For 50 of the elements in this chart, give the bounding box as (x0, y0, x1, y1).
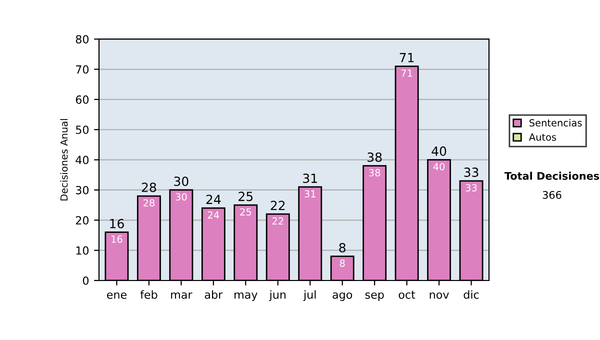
data-label: 25 (240, 208, 251, 216)
text: 366 (542, 190, 562, 199)
data-label: 33 (466, 184, 477, 192)
y-tick-label: 40 (76, 156, 89, 164)
data-label: 30 (176, 193, 187, 201)
y-tick-label: 50 (76, 126, 89, 134)
data-label: 71 (401, 70, 412, 77)
data-label: 28 (143, 199, 154, 207)
y-tick-label: 80 (76, 35, 89, 44)
total-label: 30 (174, 176, 188, 186)
total-label: 31 (303, 174, 317, 184)
x-tick-label: feb (140, 290, 158, 299)
total-label: 40 (432, 146, 446, 156)
y-axis-title: Decisiones Anual (60, 119, 68, 200)
x-tick-label: ene (106, 292, 126, 299)
x-tick-label: jun (269, 290, 286, 301)
x-tick-label: may (234, 292, 258, 301)
y-tick-label: 70 (76, 65, 89, 74)
data-label: 38 (369, 169, 380, 176)
x-tick-label: ago (332, 292, 352, 301)
total-label: 24 (206, 194, 221, 204)
legend-label: Sentencias (530, 118, 582, 127)
y-tick-label: 0 (82, 276, 89, 285)
data-label: 22 (272, 217, 284, 225)
x-tick-label: nov (430, 292, 449, 299)
total-label: 16 (110, 218, 124, 228)
y-tick-label: 60 (76, 95, 89, 104)
text: Total Decisiones (504, 172, 600, 180)
total-label: 25 (238, 192, 253, 202)
y-tick-label: 30 (76, 186, 89, 194)
legend-label: Autos (528, 134, 556, 141)
x-tick-label: oct (398, 290, 416, 299)
x-tick-label: abr (204, 290, 223, 299)
total-label: 38 (368, 152, 382, 162)
data-label: 8 (340, 260, 345, 267)
total-label: 33 (464, 168, 478, 177)
total-label: 8 (339, 242, 346, 252)
total-label: 22 (270, 200, 285, 210)
y-tick-label: 20 (76, 216, 89, 225)
total-label: 28 (142, 182, 156, 192)
data-label: 24 (208, 211, 220, 218)
x-tick-label: dic (464, 290, 479, 299)
y-tick-label: 10 (76, 246, 89, 255)
data-label: 16 (112, 235, 122, 243)
total-label: 71 (400, 53, 414, 62)
x-tick-label: sep (365, 292, 384, 301)
x-tick-label: jul (303, 290, 316, 301)
data-label: 31 (304, 190, 316, 198)
x-tick-label: mar (171, 292, 192, 299)
data-label: 40 (433, 162, 445, 170)
